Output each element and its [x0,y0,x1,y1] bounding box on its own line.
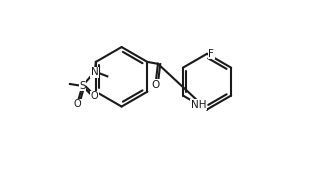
Text: O: O [91,91,98,102]
Text: N: N [91,67,99,78]
Text: S: S [79,81,86,91]
Text: F: F [208,49,214,59]
Text: NH: NH [191,100,206,110]
Text: O: O [74,99,81,109]
Text: O: O [151,80,159,90]
